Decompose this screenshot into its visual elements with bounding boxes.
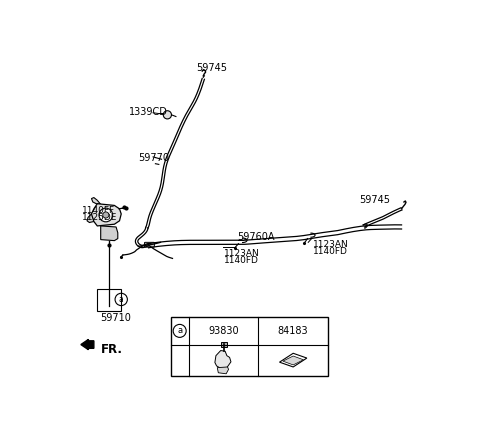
Text: 59710: 59710 bbox=[101, 313, 132, 323]
Circle shape bbox=[103, 212, 109, 218]
Polygon shape bbox=[87, 214, 97, 222]
Text: 1123AN: 1123AN bbox=[312, 240, 348, 249]
Text: a: a bbox=[177, 326, 182, 335]
Text: 1140FD: 1140FD bbox=[224, 256, 259, 266]
Polygon shape bbox=[92, 198, 101, 204]
Circle shape bbox=[99, 208, 113, 222]
Text: 93830: 93830 bbox=[208, 326, 239, 336]
Polygon shape bbox=[215, 351, 231, 369]
Polygon shape bbox=[101, 226, 118, 241]
Text: a: a bbox=[119, 295, 123, 304]
Polygon shape bbox=[279, 353, 307, 367]
Polygon shape bbox=[283, 356, 303, 365]
Polygon shape bbox=[92, 204, 121, 226]
Text: FR.: FR. bbox=[101, 342, 123, 356]
Circle shape bbox=[163, 111, 171, 119]
Text: 59770: 59770 bbox=[138, 153, 169, 163]
Text: 1123AN: 1123AN bbox=[224, 250, 260, 258]
FancyBboxPatch shape bbox=[221, 342, 227, 347]
Text: 84183: 84183 bbox=[278, 326, 309, 336]
FancyBboxPatch shape bbox=[144, 242, 155, 247]
FancyArrow shape bbox=[81, 339, 94, 350]
Text: 1140FF: 1140FF bbox=[82, 206, 115, 215]
Text: 1339CD: 1339CD bbox=[129, 107, 168, 117]
Text: 59745: 59745 bbox=[359, 195, 390, 205]
Text: 59745: 59745 bbox=[196, 63, 228, 73]
Text: 1125DE: 1125DE bbox=[82, 213, 117, 222]
FancyBboxPatch shape bbox=[171, 317, 328, 377]
Text: 59760A: 59760A bbox=[238, 232, 275, 242]
Text: 1140FD: 1140FD bbox=[312, 247, 348, 256]
Polygon shape bbox=[217, 367, 228, 374]
FancyBboxPatch shape bbox=[97, 289, 121, 311]
